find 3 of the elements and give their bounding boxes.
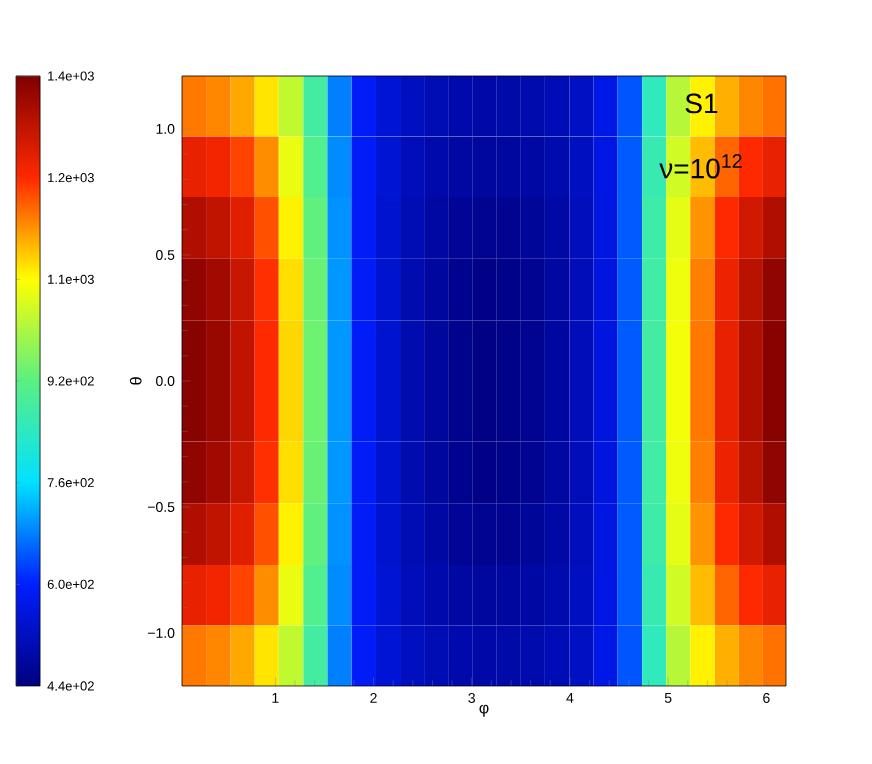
x-axis-title: φ [479,704,489,717]
annotation: S1 [685,93,718,114]
y-axis-title: θ [129,377,142,385]
